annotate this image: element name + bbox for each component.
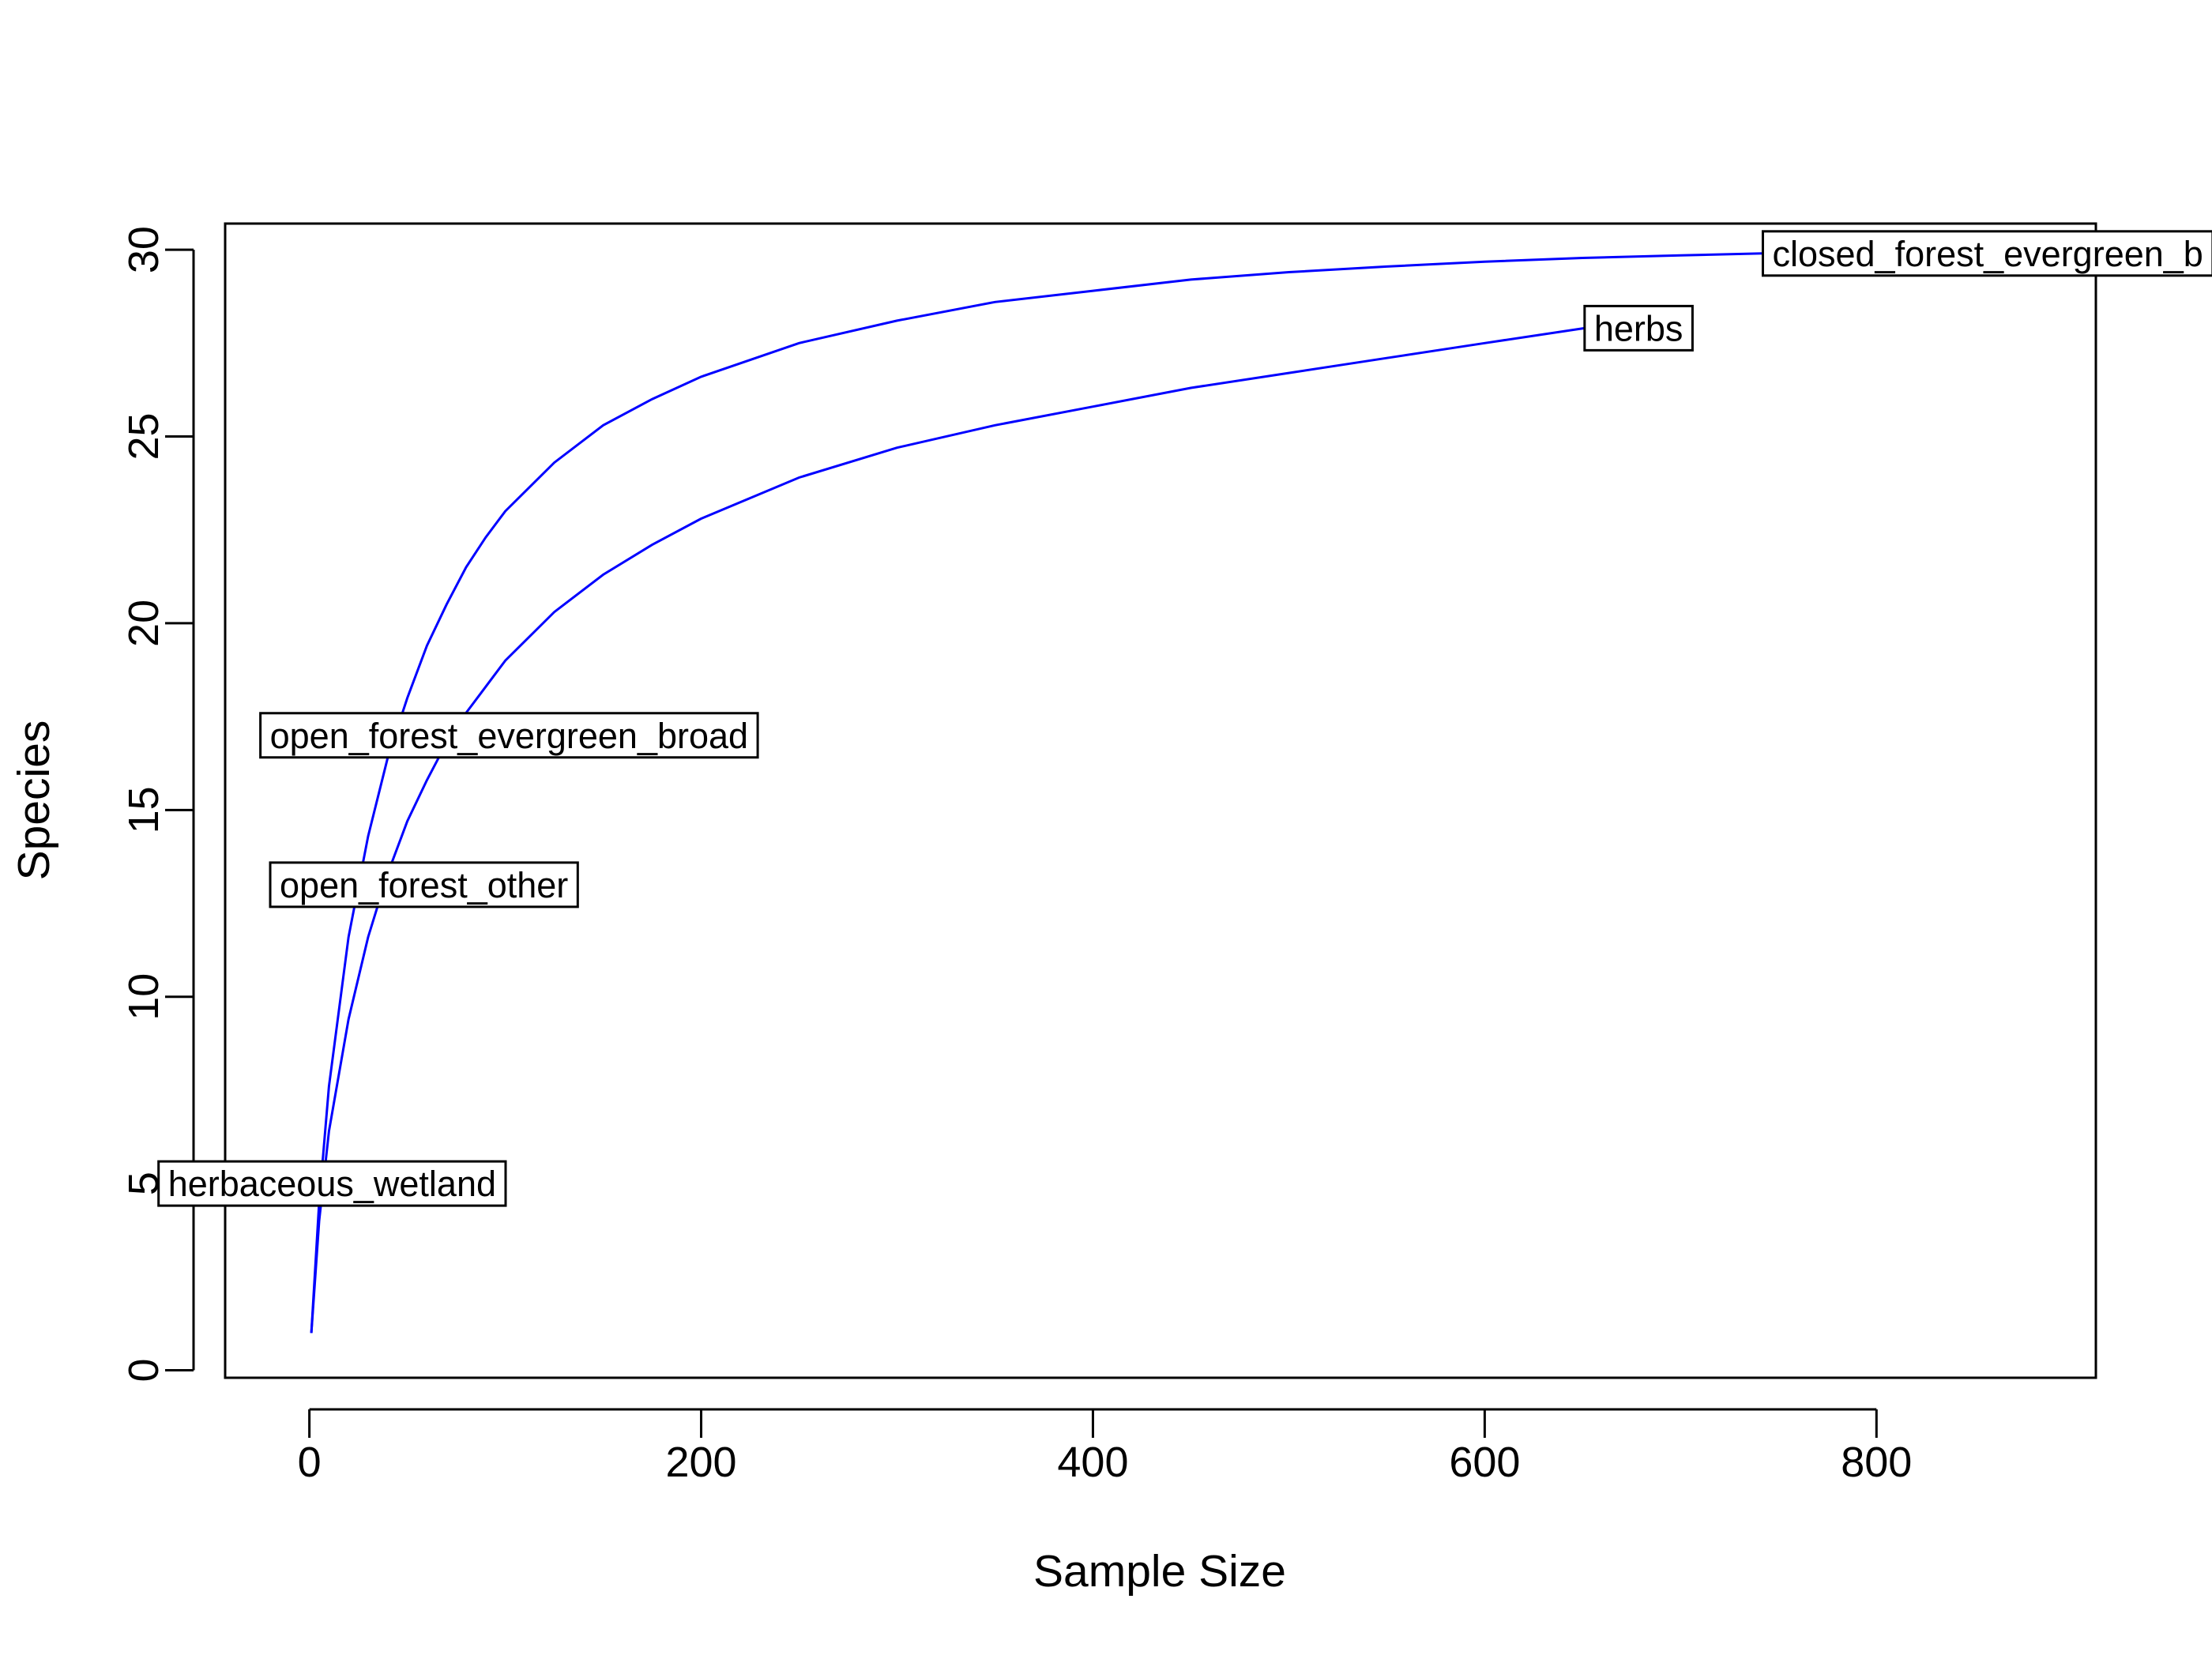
label-text: herbaceous_wetland: [168, 1164, 496, 1204]
label-box: [259, 712, 759, 759]
label-box: [1761, 230, 2212, 277]
x-tick-label: 800: [1841, 1439, 1912, 1486]
label-box: [157, 1160, 507, 1207]
y-tick-label: 25: [120, 412, 167, 460]
y-tick-label: 30: [120, 226, 167, 273]
label-text: herbs: [1594, 308, 1683, 348]
curve-label: open_forest_other: [269, 861, 579, 908]
y-tick-label: 10: [120, 973, 167, 1021]
y-tick-label: 20: [120, 600, 167, 647]
x-axis: 0 200 400 600 800: [298, 1408, 1912, 1486]
series-line: [310, 326, 1586, 1334]
x-axis-title: Sample Size: [1033, 1546, 1286, 1597]
curve-label: herbaceous_wetland: [157, 1160, 507, 1207]
y-tick-label: 0: [120, 1359, 167, 1382]
label-box: [269, 861, 579, 908]
curve-label: closed_forest_evergreen_b: [1761, 230, 2212, 277]
label-text: closed_forest_evergreen_b: [1772, 234, 2203, 274]
series-layer: [310, 252, 1763, 1334]
x-tick-label: 0: [298, 1439, 322, 1486]
label-text: open_forest_evergreen_broad: [270, 716, 748, 756]
label-text: open_forest_other: [280, 865, 568, 905]
y-axis-title: Species: [9, 720, 59, 881]
x-tick-label: 600: [1449, 1439, 1520, 1486]
plot-frame: [224, 222, 2097, 1379]
curve-label: open_forest_evergreen_broad: [259, 712, 759, 759]
x-tick-label: 400: [1057, 1439, 1128, 1486]
series-line: [310, 252, 1763, 1334]
curve-label: herbs: [1583, 304, 1694, 352]
x-tick-label: 200: [665, 1439, 736, 1486]
label-box: [1583, 304, 1694, 352]
y-tick-label: 15: [120, 786, 167, 833]
